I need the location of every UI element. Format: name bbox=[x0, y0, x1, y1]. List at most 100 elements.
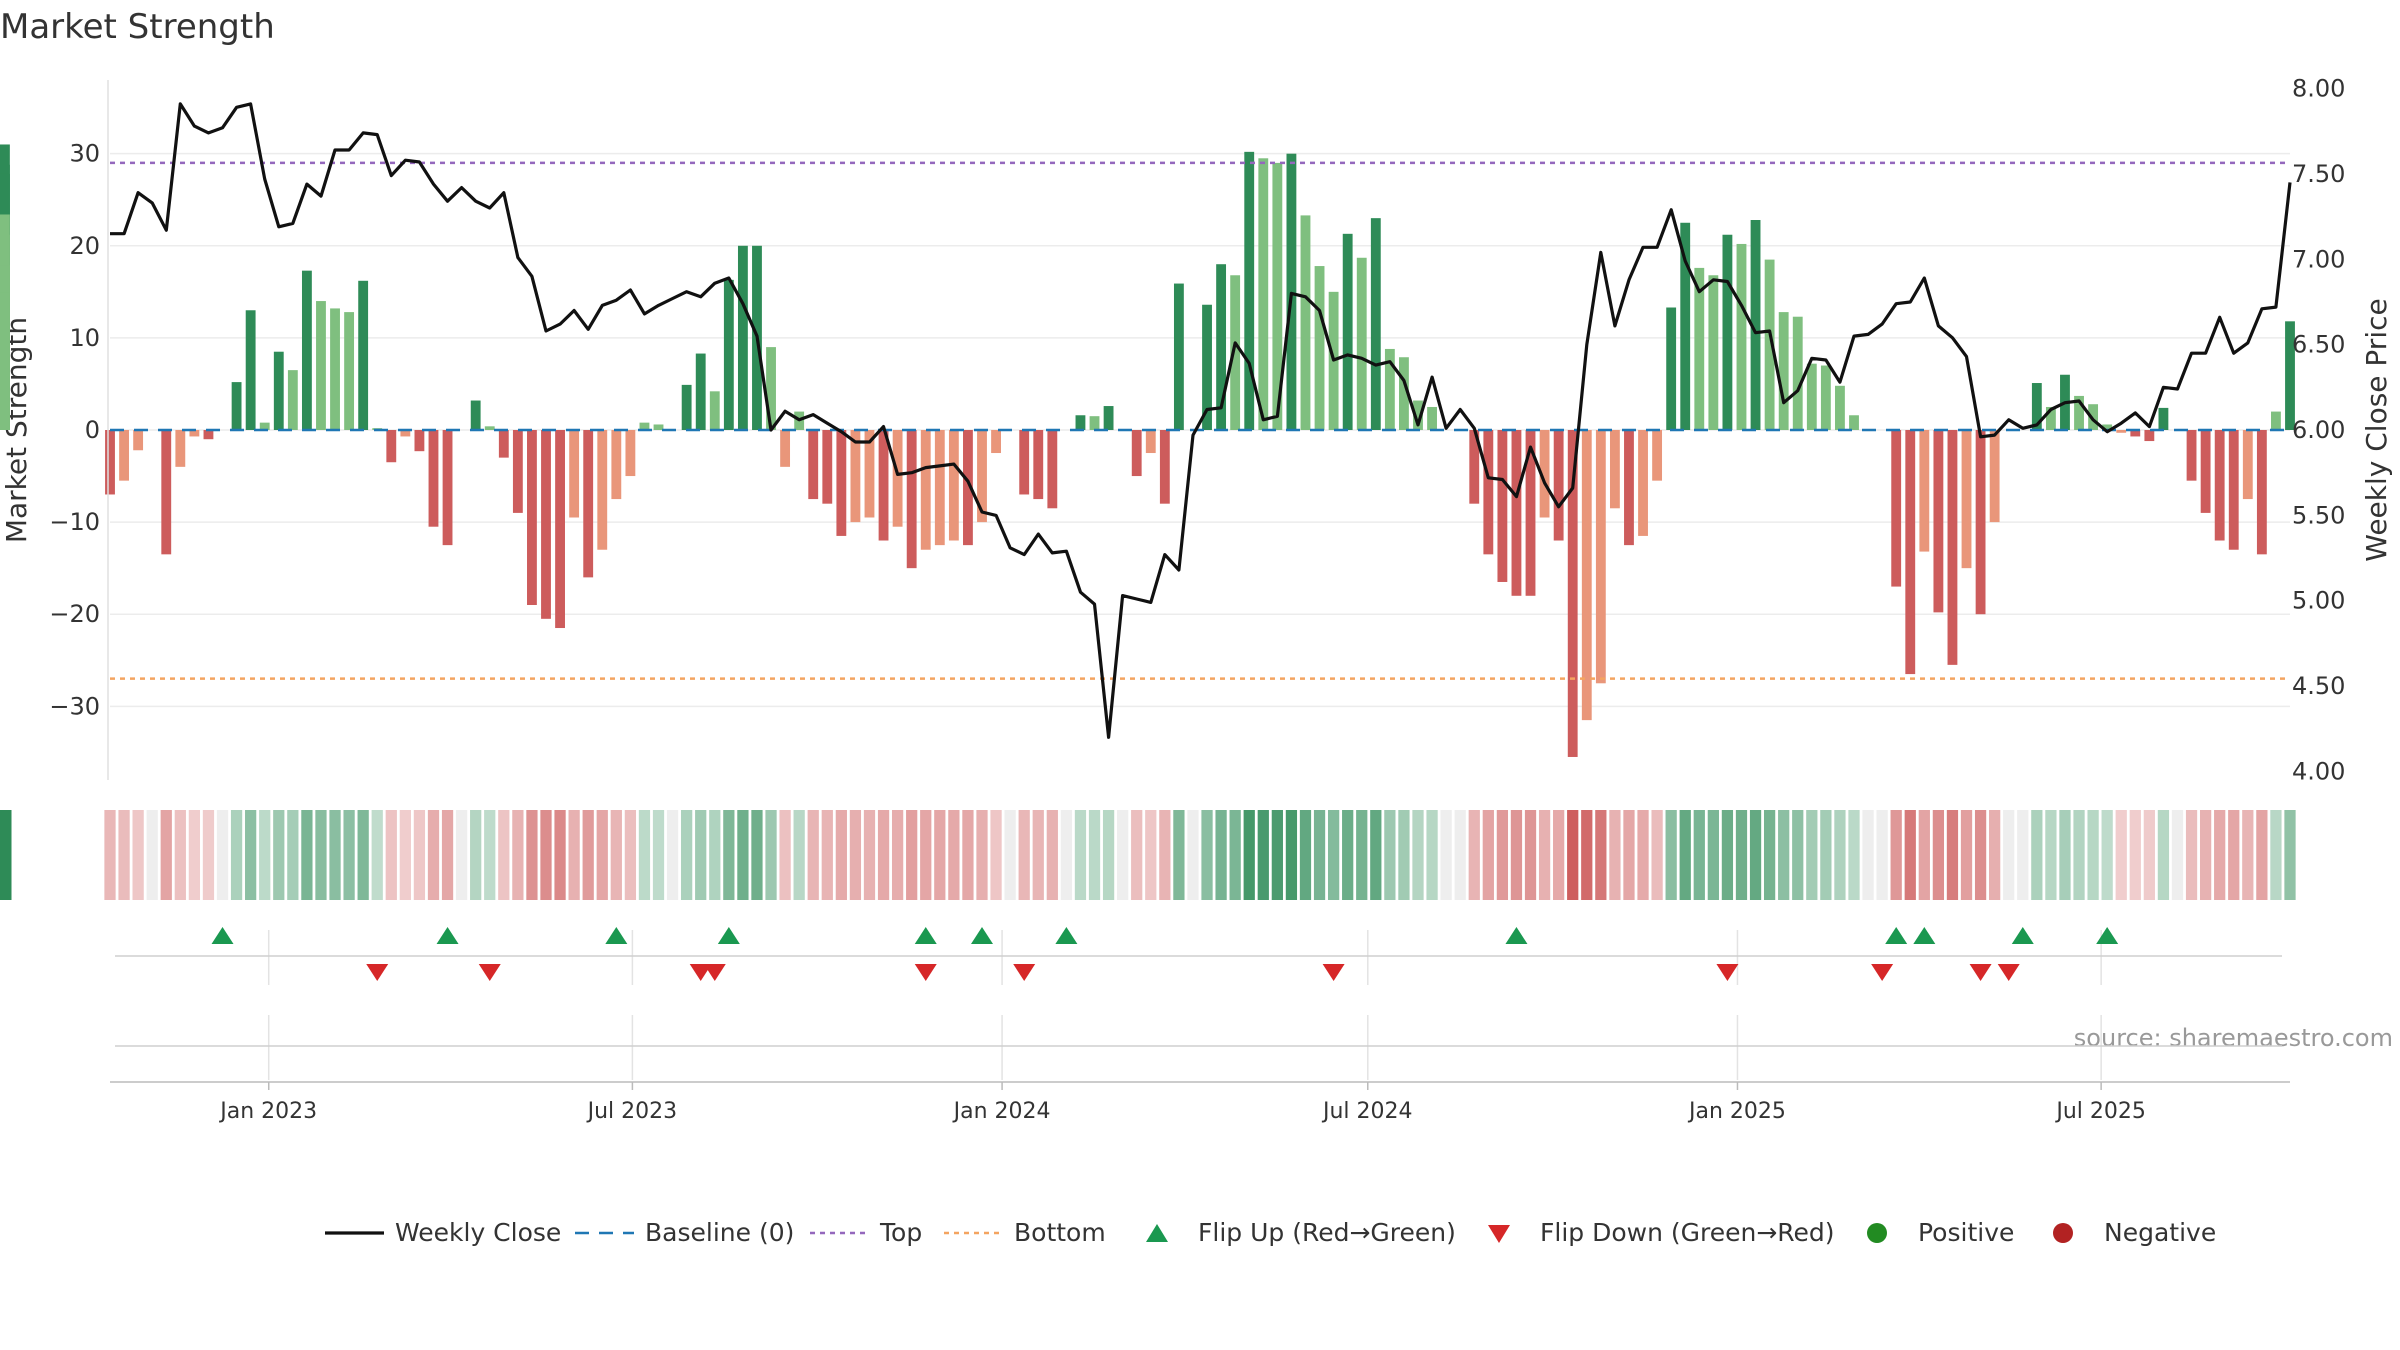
strength-bar bbox=[1173, 283, 1184, 430]
flip-down-marker bbox=[478, 964, 501, 981]
strength-bar bbox=[1849, 415, 1859, 430]
heat-cell bbox=[2059, 810, 2071, 900]
strength-bar bbox=[133, 430, 144, 451]
heat-cell bbox=[2270, 810, 2282, 900]
strength-bar bbox=[1947, 430, 1958, 665]
heat-cell bbox=[1482, 810, 1494, 900]
flip-down-marker bbox=[703, 964, 726, 981]
strength-bar bbox=[653, 424, 664, 430]
flip-up-marker bbox=[436, 927, 459, 944]
flip-markers bbox=[115, 927, 2282, 1047]
flip-up-marker bbox=[1055, 927, 1078, 944]
flip-up-marker bbox=[2011, 927, 2034, 944]
heat-cell bbox=[877, 810, 890, 900]
heat-cell bbox=[1018, 810, 1030, 900]
strength-bar bbox=[1300, 215, 1311, 430]
heat-cell bbox=[1806, 810, 1818, 900]
chart-title: Market Strength bbox=[0, 7, 275, 47]
strength-bar bbox=[414, 430, 425, 452]
strength-bar bbox=[2158, 407, 2169, 430]
flip-up-marker bbox=[971, 927, 993, 944]
strength-bar bbox=[0, 292, 10, 430]
heat-cell bbox=[1299, 810, 1312, 900]
heat-cell bbox=[0, 810, 12, 900]
y-tick-label: −10 bbox=[49, 508, 100, 536]
y-tick-label: −30 bbox=[49, 692, 100, 720]
heat-cell bbox=[427, 810, 440, 900]
heat-cell bbox=[681, 810, 693, 900]
heat-cell bbox=[1201, 810, 1213, 900]
strength-bar bbox=[1652, 430, 1663, 481]
heat-cell bbox=[596, 810, 608, 900]
y-tick-label: 30 bbox=[69, 140, 100, 168]
heat-cell bbox=[610, 810, 622, 900]
heat-cell bbox=[1834, 810, 1846, 900]
heat-cell bbox=[2228, 810, 2240, 900]
heat-cell bbox=[1862, 810, 1874, 900]
heat-cell bbox=[1623, 810, 1635, 900]
flip-down-marker bbox=[1969, 964, 1992, 981]
strength-bar bbox=[850, 430, 861, 523]
strength-bar bbox=[203, 430, 214, 440]
heat-cell bbox=[216, 810, 229, 900]
strength-bar bbox=[695, 353, 706, 430]
heat-cell bbox=[146, 810, 158, 900]
y2-tick-label: 4.00 bbox=[2292, 757, 2345, 785]
strength-bar bbox=[1384, 348, 1395, 430]
heat-cell bbox=[849, 810, 862, 900]
heat-cell bbox=[1131, 810, 1143, 900]
legend-negative-swatch bbox=[2053, 1223, 2073, 1243]
price-layer bbox=[110, 102, 2292, 739]
heat-cell bbox=[301, 810, 313, 900]
heat-cell bbox=[118, 810, 130, 900]
x-tick-label: Jul 2023 bbox=[586, 1099, 678, 1124]
strength-bar bbox=[358, 280, 369, 430]
heat-cell bbox=[498, 810, 510, 900]
heat-cell bbox=[948, 810, 960, 900]
strength-bar bbox=[1694, 267, 1705, 430]
strength-bar bbox=[1919, 430, 1930, 552]
strength-bar bbox=[1581, 430, 1592, 721]
strength-bar bbox=[105, 430, 115, 495]
heat-cell bbox=[751, 810, 763, 900]
strength-bar bbox=[2031, 383, 2042, 430]
y2-tick-label: 5.00 bbox=[2292, 587, 2345, 615]
legend-positive-label: Positive bbox=[1918, 1218, 2014, 1247]
heat-cell bbox=[779, 810, 791, 900]
strength-bar bbox=[512, 430, 523, 513]
strength-bar bbox=[1567, 430, 1578, 757]
strength-bar bbox=[273, 351, 284, 430]
heat-cell bbox=[737, 810, 749, 900]
strength-bar bbox=[330, 308, 340, 430]
heat-cell bbox=[863, 810, 876, 900]
strength-bar bbox=[1638, 430, 1648, 536]
heat-cell bbox=[1974, 810, 1987, 900]
legend-positive-swatch bbox=[1867, 1223, 1887, 1243]
strength-bar bbox=[948, 430, 959, 541]
heat-cell bbox=[1609, 810, 1621, 900]
flip-up-marker bbox=[1505, 927, 1528, 944]
heat-cell bbox=[1342, 810, 1354, 900]
strength-bar bbox=[569, 430, 580, 518]
heat-cell bbox=[1215, 810, 1227, 900]
flip-up-marker bbox=[1913, 927, 1936, 944]
y2-tick-label: 7.00 bbox=[2292, 245, 2345, 273]
legend-bottom-label: Bottom bbox=[1014, 1218, 1106, 1247]
heat-cell bbox=[1792, 810, 1804, 900]
y-tick-label: −20 bbox=[49, 600, 100, 628]
strength-bar bbox=[1075, 415, 1086, 430]
heat-cell bbox=[990, 810, 1002, 900]
strength-bar bbox=[1413, 400, 1423, 430]
strength-bar bbox=[963, 430, 973, 546]
flip-down-marker bbox=[1871, 964, 1894, 981]
strength-bar bbox=[681, 384, 692, 430]
strength-bar bbox=[1680, 222, 1691, 430]
reference-lines bbox=[110, 161, 2290, 680]
strength-bar bbox=[1399, 357, 1409, 430]
heat-cell bbox=[2101, 810, 2113, 900]
strength-bar bbox=[259, 422, 270, 430]
heat-cell bbox=[343, 810, 355, 900]
heat-cell bbox=[2115, 810, 2127, 900]
flip-down-marker bbox=[1322, 964, 1345, 981]
